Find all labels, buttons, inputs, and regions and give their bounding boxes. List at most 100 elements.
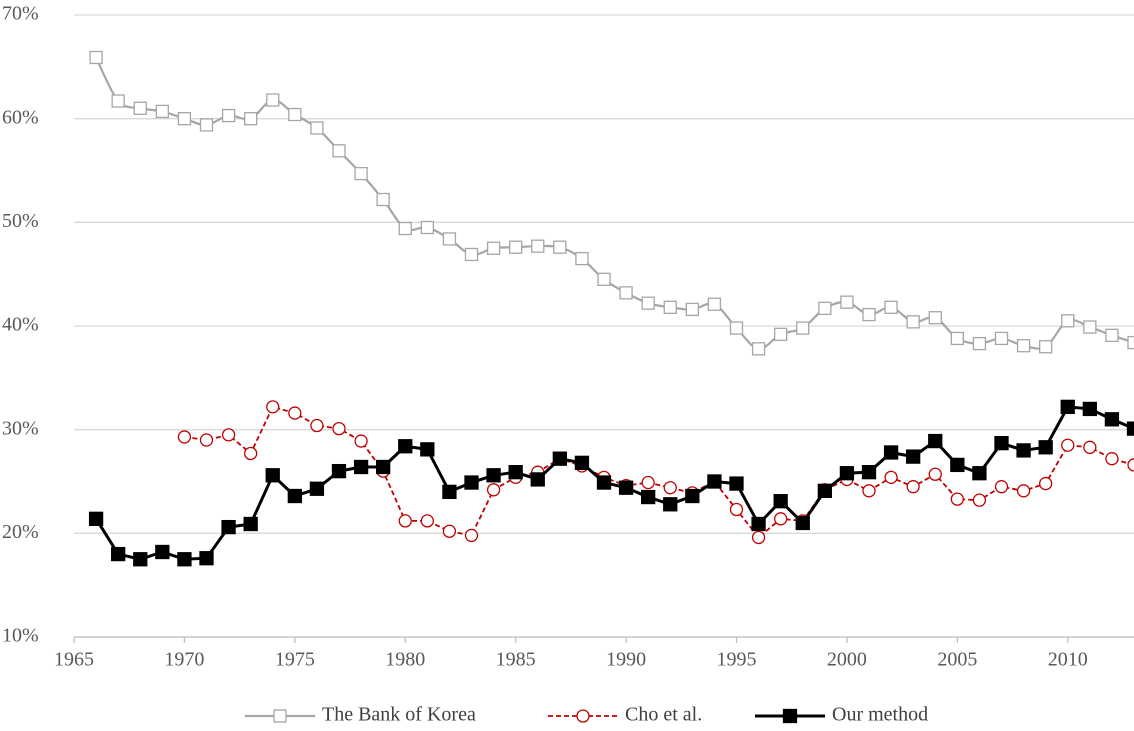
marker — [442, 232, 457, 246]
marker — [928, 467, 942, 481]
marker — [796, 321, 810, 335]
marker — [972, 493, 987, 507]
marker — [906, 480, 920, 494]
marker — [552, 451, 567, 466]
marker — [1039, 476, 1053, 491]
marker — [883, 445, 899, 460]
marker — [950, 492, 964, 506]
x-tick-label: 1980 — [385, 649, 425, 671]
x-tick-label: 1975 — [275, 649, 315, 671]
marker — [199, 433, 214, 447]
marker — [707, 474, 722, 489]
marker — [884, 300, 898, 314]
marker — [273, 709, 287, 723]
legend-label: Our method — [832, 704, 928, 726]
marker — [1061, 314, 1075, 328]
marker — [840, 295, 854, 309]
marker — [707, 297, 722, 311]
marker — [244, 112, 258, 126]
legend-label: Cho et al. — [625, 704, 702, 726]
marker — [221, 428, 236, 442]
marker — [1082, 401, 1097, 417]
marker — [553, 240, 567, 254]
marker — [619, 286, 633, 300]
marker — [332, 144, 346, 158]
x-tick-label: 1990 — [606, 649, 646, 671]
marker — [782, 708, 798, 724]
series — [177, 400, 1134, 545]
marker — [1016, 484, 1031, 498]
marker — [972, 336, 987, 351]
marker — [530, 472, 545, 487]
y-tick-label: 50% — [2, 210, 39, 232]
series — [89, 50, 1134, 356]
marker — [177, 552, 192, 567]
marker — [1126, 421, 1134, 436]
marker — [244, 446, 258, 461]
marker — [88, 511, 104, 526]
marker — [596, 475, 612, 490]
marker — [618, 480, 634, 495]
marker — [1083, 320, 1097, 334]
legend-label: The Bank of Korea — [322, 704, 476, 726]
marker — [994, 331, 1009, 346]
marker — [354, 434, 368, 448]
marker — [442, 484, 457, 500]
marker — [1127, 458, 1134, 472]
marker — [884, 470, 898, 485]
marker — [729, 476, 744, 491]
y-tick-label: 40% — [2, 314, 39, 336]
marker — [862, 307, 876, 322]
marker — [420, 220, 434, 235]
marker — [266, 400, 280, 414]
marker — [1105, 452, 1119, 466]
marker — [486, 468, 501, 483]
marker — [1016, 339, 1031, 353]
marker — [1127, 335, 1134, 350]
y-tick-label: 10% — [2, 625, 39, 647]
marker — [332, 421, 346, 436]
marker — [398, 514, 412, 528]
marker — [508, 465, 523, 480]
marker — [950, 457, 965, 473]
y-tick-label: 70% — [2, 3, 39, 25]
y-tick-label: 60% — [2, 106, 39, 128]
marker — [155, 104, 169, 119]
marker — [177, 112, 192, 126]
marker — [818, 301, 832, 316]
marker — [1104, 412, 1120, 427]
marker — [685, 302, 699, 317]
series — [88, 399, 1134, 567]
marker — [994, 480, 1009, 494]
marker — [795, 515, 810, 531]
marker — [531, 239, 545, 253]
marker — [266, 93, 280, 107]
x-tick-label: 1970 — [164, 649, 204, 671]
marker — [1083, 440, 1097, 454]
x-tick-label: 2010 — [1048, 649, 1088, 671]
marker — [751, 530, 766, 545]
marker — [111, 546, 126, 562]
marker — [928, 433, 943, 449]
marker — [310, 121, 324, 135]
marker — [221, 519, 236, 535]
marker — [994, 435, 1009, 451]
marker — [288, 406, 302, 420]
x-tick-label: 1965 — [54, 649, 94, 671]
marker — [288, 107, 302, 122]
marker — [376, 459, 391, 475]
marker — [354, 166, 368, 181]
marker — [464, 528, 479, 543]
legend: The Bank of Korea Cho et al. Our method — [245, 704, 928, 726]
marker — [576, 709, 590, 723]
legend-item: Cho et al. — [548, 704, 702, 726]
marker — [597, 272, 611, 287]
marker — [663, 300, 677, 314]
marker — [199, 118, 214, 132]
marker — [331, 463, 347, 479]
marker — [155, 544, 170, 560]
marker — [353, 459, 369, 475]
marker — [265, 468, 280, 483]
marker — [641, 475, 655, 490]
marker — [1016, 443, 1031, 458]
